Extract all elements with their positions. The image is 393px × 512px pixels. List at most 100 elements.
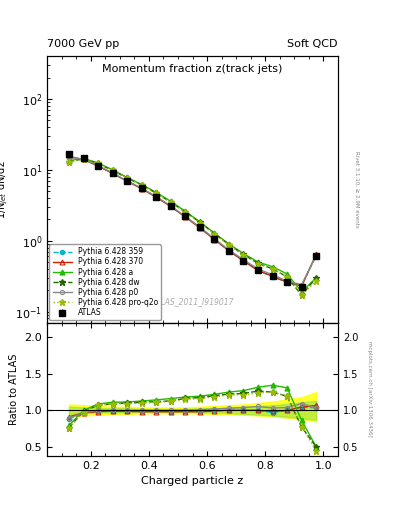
Pythia 6.428 p0 [314,252,318,259]
Pythia 6.428 a [169,198,173,204]
Y-axis label: mcplots.cern.ch [arXiv:1306.3436]: mcplots.cern.ch [arXiv:1306.3436] [367,342,371,437]
Pythia 6.428 a [285,271,289,277]
Pythia 6.428 pro-q2o [256,261,261,267]
Pythia 6.428 370 [96,163,101,169]
Pythia 6.428 370 [241,258,246,264]
Pythia 6.428 dw [140,182,144,188]
Pythia 6.428 pro-q2o [299,292,304,298]
Pythia 6.428 p0 [299,282,304,288]
Pythia 6.428 dw [66,159,72,165]
Pythia 6.428 p0 [227,247,231,253]
Pythia 6.428 dw [270,266,275,272]
Pythia 6.428 a [270,264,275,270]
Pythia 6.428 359 [314,252,318,259]
Pythia 6.428 359 [66,154,72,160]
Pythia 6.428 dw [285,274,289,280]
Pythia 6.428 dw [314,275,318,281]
Pythia 6.428 p0 [66,154,72,160]
Pythia 6.428 a [125,175,130,181]
Text: ATLAS_2011_I919017: ATLAS_2011_I919017 [151,297,234,307]
Pythia 6.428 359 [212,236,217,242]
Pythia 6.428 a [140,181,144,187]
Pythia 6.428 359 [299,283,304,289]
Pythia 6.428 p0 [81,157,86,163]
Pythia 6.428 pro-q2o [198,220,202,226]
Pythia 6.428 359 [110,170,115,177]
Pythia 6.428 dw [198,219,202,225]
Pythia 6.428 370 [212,237,217,243]
Pythia 6.428 a [241,250,246,257]
Y-axis label: Ratio to ATLAS: Ratio to ATLAS [9,353,19,425]
Pythia 6.428 p0 [96,162,101,168]
Pythia 6.428 pro-q2o [285,274,289,280]
Pythia 6.428 a [154,189,159,196]
Pythia 6.428 370 [198,225,202,231]
Pythia 6.428 a [227,241,231,247]
Pythia 6.428 370 [256,267,261,273]
Pythia 6.428 pro-q2o [314,278,318,284]
Pythia 6.428 370 [125,178,130,184]
Line: Pythia 6.428 pro-q2o: Pythia 6.428 pro-q2o [66,156,319,298]
Pythia 6.428 359 [256,267,261,273]
Pythia 6.428 370 [270,273,275,280]
Pythia 6.428 359 [154,194,159,200]
Pythia 6.428 a [110,167,115,173]
Pythia 6.428 p0 [154,194,159,200]
Pythia 6.428 pro-q2o [183,209,188,215]
Pythia 6.428 p0 [183,214,188,220]
Pythia 6.428 370 [154,194,159,200]
Pythia 6.428 pro-q2o [241,252,246,258]
Pythia 6.428 359 [96,163,101,169]
Pythia 6.428 359 [81,157,86,163]
Pythia 6.428 dw [256,260,261,266]
Pythia 6.428 dw [154,190,159,196]
Pythia 6.428 359 [183,214,188,220]
Pythia 6.428 pro-q2o [212,231,217,237]
Legend: Pythia 6.428 359, Pythia 6.428 370, Pythia 6.428 a, Pythia 6.428 dw, Pythia 6.42: Pythia 6.428 359, Pythia 6.428 370, Pyth… [50,244,161,321]
Line: Pythia 6.428 359: Pythia 6.428 359 [67,155,318,288]
Line: Pythia 6.428 p0: Pythia 6.428 p0 [67,155,318,287]
Pythia 6.428 dw [212,230,217,237]
Pythia 6.428 p0 [198,224,202,230]
Pythia 6.428 370 [227,248,231,254]
Line: Pythia 6.428 dw: Pythia 6.428 dw [66,156,319,298]
Pythia 6.428 p0 [241,257,246,263]
Pythia 6.428 359 [169,203,173,209]
Pythia 6.428 359 [227,248,231,254]
Pythia 6.428 a [212,230,217,236]
Pythia 6.428 370 [169,203,173,209]
Pythia 6.428 p0 [125,178,130,184]
Pythia 6.428 370 [110,170,115,177]
Pythia 6.428 pro-q2o [227,242,231,248]
Text: Momentum fraction z(track jets): Momentum fraction z(track jets) [103,65,283,74]
Pythia 6.428 p0 [212,236,217,242]
Pythia 6.428 a [299,289,304,295]
Y-axis label: 1/N$_{jet}$ dN/dz: 1/N$_{jet}$ dN/dz [0,160,10,219]
Text: Soft QCD: Soft QCD [288,38,338,49]
Pythia 6.428 dw [169,199,173,205]
Pythia 6.428 p0 [110,170,115,176]
Pythia 6.428 370 [140,186,144,192]
Pythia 6.428 dw [299,292,304,298]
Pythia 6.428 dw [183,209,188,215]
Pythia 6.428 370 [66,153,72,159]
Pythia 6.428 pro-q2o [125,175,130,181]
Pythia 6.428 a [198,219,202,225]
Pythia 6.428 370 [285,279,289,285]
Pythia 6.428 pro-q2o [81,156,86,162]
X-axis label: Charged particle z: Charged particle z [141,476,244,486]
Pythia 6.428 359 [241,258,246,264]
Line: Pythia 6.428 370: Pythia 6.428 370 [66,154,319,288]
Pythia 6.428 a [66,158,72,164]
Pythia 6.428 dw [125,175,130,181]
Pythia 6.428 370 [299,283,304,289]
Pythia 6.428 359 [125,178,130,184]
Pythia 6.428 a [256,259,261,265]
Pythia 6.428 dw [81,156,86,162]
Pythia 6.428 p0 [169,203,173,209]
Pythia 6.428 370 [314,251,318,258]
Text: 7000 GeV pp: 7000 GeV pp [47,38,119,49]
Pythia 6.428 dw [110,167,115,174]
Pythia 6.428 dw [241,251,246,258]
Pythia 6.428 p0 [285,278,289,284]
